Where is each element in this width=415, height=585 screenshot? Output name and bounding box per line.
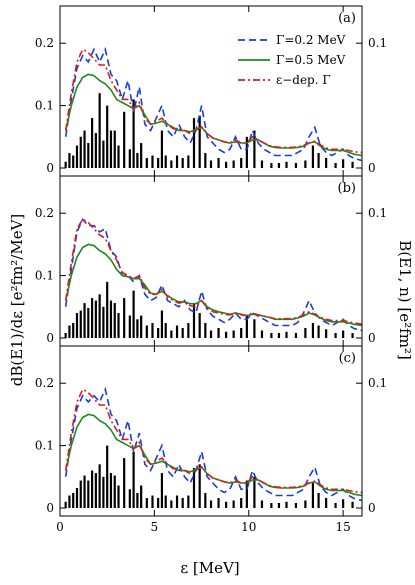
y-axis-label-left: dB(E1)/dε [e²fm²/MeV]	[8, 214, 26, 387]
series-line-2-2	[64, 243, 363, 327]
series-line-1-1	[64, 46, 363, 162]
y-tick-label-right-3-0: 0	[368, 501, 376, 515]
y-tick-label-right-2-0: 0	[368, 331, 376, 345]
y-tick-label-left-2-1: 0.1	[35, 269, 54, 283]
y-tick-label-right-2-1: 0.1	[368, 206, 387, 220]
y-tick-label-left-1-1: 0.1	[35, 99, 54, 113]
panel-3: 0 5 10 15 0 0.1 0.2 0 0.1 (c)	[35, 345, 387, 534]
panel-2: 0 0.1 0.2 0 0.1 (b)	[35, 175, 387, 347]
y-tick-label-right-1-0: 0	[368, 161, 376, 175]
y-tick-label-left-3-1: 0.1	[35, 439, 54, 453]
series-line-2-3	[64, 218, 363, 326]
series-line-3-1	[64, 386, 363, 502]
y-tick-label-right-1-1: 0.1	[368, 36, 387, 50]
panels-group: 0 0.1 0.2 0 0.1 (a) 0 0.1 0.2 0 0.1 (b) 0 5 10 15 0 0.1 0.…	[35, 5, 387, 534]
y-tick-label-left-3-0: 0	[46, 501, 54, 515]
x-tick-label-0: 0	[56, 520, 64, 534]
x-axis-label: ε [MeV]	[180, 559, 239, 577]
panel-label-1: (a)	[338, 11, 356, 26]
panel-frame-1	[59, 5, 363, 177]
legend-label-3: ε−dep. Γ	[276, 73, 331, 87]
x-tick-label-2: 10	[241, 520, 256, 534]
legend-label-1: Γ=0.2 MeV	[276, 33, 346, 47]
panel-label-3: (c)	[339, 351, 356, 366]
y-tick-label-left-1-2: 0.2	[35, 36, 54, 50]
y-tick-label-left-3-2: 0.2	[35, 376, 54, 390]
panel-1: 0 0.1 0.2 0 0.1 (a)	[35, 5, 387, 177]
y-tick-label-left-2-0: 0	[46, 331, 54, 345]
x-tick-label-3: 15	[335, 520, 350, 534]
legend-label-2: Γ=0.5 MeV	[276, 53, 346, 67]
y-tick-label-right-3-1: 0.1	[368, 376, 387, 390]
y-tick-label-left-1-0: 0	[46, 161, 54, 175]
panel-frame-3	[59, 345, 363, 517]
y-tick-label-left-2-2: 0.2	[35, 206, 54, 220]
series-line-2-1	[64, 217, 363, 332]
legend: Γ=0.2 MeV Γ=0.5 MeV ε−dep. Γ	[238, 33, 346, 87]
panel-frame-2	[59, 175, 363, 347]
series-line-3-3	[64, 388, 363, 494]
series-line-1-3	[64, 48, 363, 154]
panel-label-2: (b)	[338, 181, 356, 196]
y-axis-label-right: B(E1, n) [e²fm²]	[396, 240, 414, 360]
x-tick-label-1: 5	[151, 520, 159, 534]
